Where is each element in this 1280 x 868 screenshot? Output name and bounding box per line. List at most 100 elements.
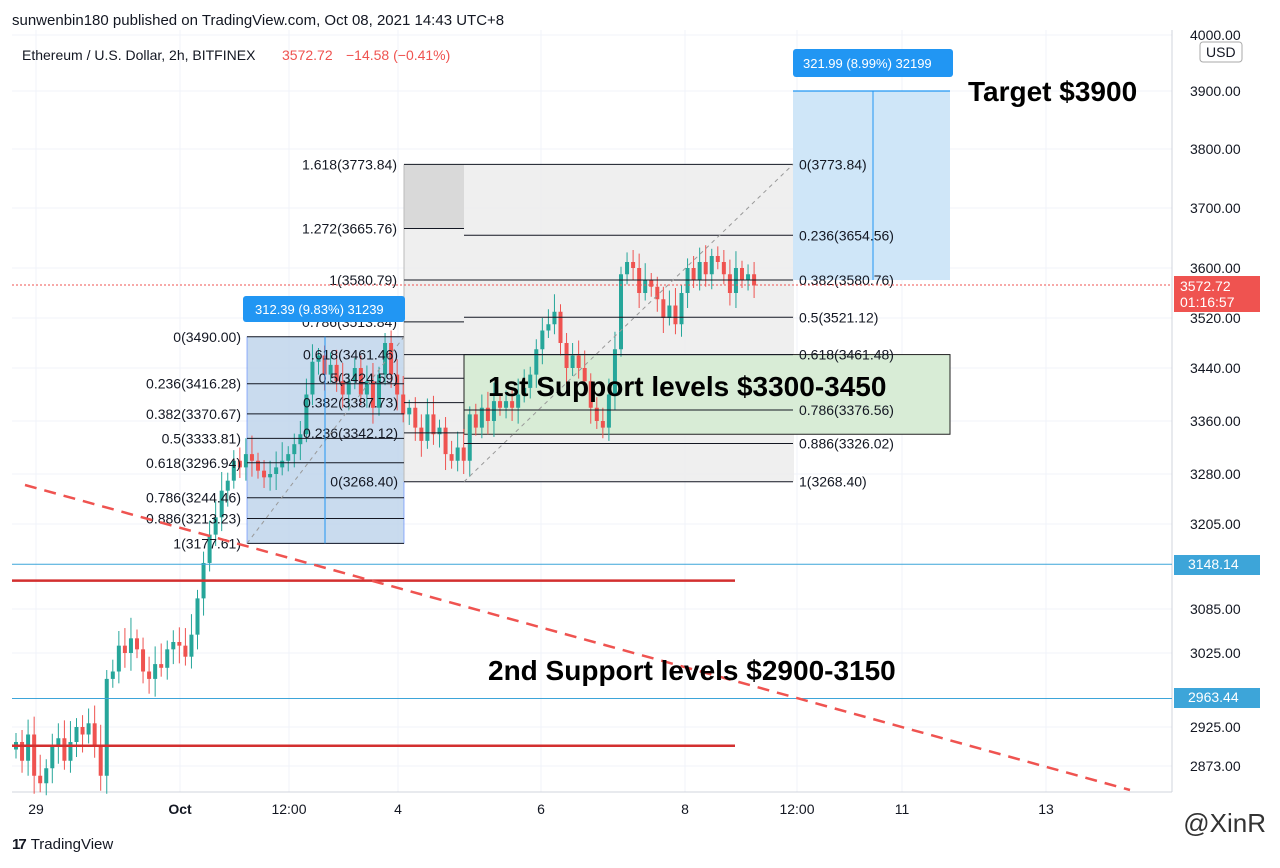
candle-body [709, 256, 714, 275]
candle-body [467, 414, 472, 461]
candle-body [600, 421, 605, 428]
x-tick-label: 13 [1038, 801, 1054, 817]
candle-body [177, 642, 182, 646]
measure1-label: 312.39 (9.83%) 31239 [255, 302, 384, 317]
candle-body [449, 454, 454, 461]
candle-body [455, 447, 460, 461]
candle-body [721, 262, 726, 275]
candle-body [401, 394, 406, 415]
candle-body [237, 460, 242, 468]
support1-annotation: 1st Support levels $3300-3450 [488, 371, 886, 402]
candle-body [128, 638, 133, 653]
candle-body [383, 343, 388, 375]
candle-body [74, 727, 79, 742]
brand-name: TradingView [30, 836, 114, 853]
candle-body [86, 723, 91, 735]
candle-body [352, 368, 357, 382]
overlay-lines [12, 90, 1172, 792]
candle-body [364, 381, 369, 395]
candle-body [546, 324, 551, 331]
candle-body [165, 649, 170, 668]
candle-body [631, 262, 636, 268]
fib-right-label: 0.382(3580.76) [799, 272, 894, 288]
candle-body [491, 401, 496, 421]
candle-body [619, 274, 623, 350]
fib-right-label: 0.236(3654.56) [799, 227, 894, 243]
change-header: −14.58 (−0.41%) [346, 47, 450, 63]
target-zone [793, 91, 950, 281]
candle-body [249, 454, 254, 461]
countdown-tag: 01:16:57 [1180, 294, 1235, 310]
candle-body [703, 262, 708, 275]
fib-right-label: 0.5(3521.12) [799, 309, 878, 325]
publish-info: sunwenbin180 published on TradingView.co… [12, 12, 505, 29]
candle-body [395, 374, 400, 395]
fib-mid-label: 0.5(3424.59) [319, 370, 398, 386]
candle-body [661, 299, 666, 318]
candle-body [377, 374, 381, 408]
fib-left-label: 1(3580.79) [329, 272, 397, 288]
currency-box[interactable] [1199, 41, 1243, 63]
fib-small-label: 0.886(3213.23) [146, 511, 241, 527]
y-tick-label: 3520.00 [1190, 310, 1241, 326]
candle-body [274, 467, 279, 474]
candle-body [116, 645, 121, 672]
x-tick-label: 12:00 [779, 801, 814, 817]
y-tick-label: 3700.00 [1190, 200, 1241, 216]
candle-body [268, 474, 273, 478]
candle-body [50, 745, 55, 769]
candle-body [534, 349, 539, 375]
candle-body [213, 517, 218, 535]
fib-right-label: 1(3268.40) [799, 474, 867, 490]
candle-body [612, 349, 617, 395]
candle-body [570, 355, 575, 368]
candle-body [437, 427, 442, 435]
candle-body [225, 480, 230, 491]
candle-body [606, 394, 611, 428]
candle-body [485, 407, 490, 421]
candle-body [552, 311, 557, 325]
descending-trendline [24, 483, 1131, 792]
candle-body [256, 460, 260, 471]
fib-right-label: 0.886(3326.02) [799, 436, 894, 452]
fib-mid-label: 0.382(3387.73) [303, 395, 398, 411]
candle-body [715, 256, 720, 262]
y-tick-label: 2873.00 [1190, 758, 1241, 774]
y-tick-label: 3800.00 [1190, 141, 1241, 157]
candle-body [498, 401, 502, 408]
fib-mid-label: 0(3268.40) [330, 474, 398, 490]
candle-body [419, 427, 424, 441]
candle-body [504, 401, 509, 408]
candle-body [673, 305, 678, 325]
candlestick-series [14, 245, 757, 796]
x-tick-label: 12:00 [271, 801, 306, 817]
y-tick-label: 2925.00 [1190, 719, 1241, 735]
candle-body [522, 387, 527, 395]
candle-body [727, 274, 732, 293]
target-annotation: Target $3900 [968, 76, 1137, 107]
candle-body [334, 364, 339, 382]
candle-body [746, 274, 751, 281]
y-tick-label: 4000.00 [1190, 27, 1241, 43]
symbol-title: Ethereum / U.S. Dollar, 2h, BITFINEX [22, 47, 256, 63]
candle-body [171, 642, 176, 650]
fib-zone-dark [404, 164, 464, 229]
fib-right-label: 0.786(3376.56) [799, 402, 894, 418]
candle-body [413, 407, 418, 428]
candle-body [588, 381, 593, 408]
fib-small-label: 0.786(3244.46) [146, 490, 241, 506]
candle-body [316, 355, 321, 362]
watermark: @XinR [1183, 808, 1266, 838]
candle-body [286, 454, 291, 461]
candle-body [195, 598, 200, 635]
candle-body [219, 490, 224, 518]
candle-body [110, 671, 115, 679]
candle-body [425, 414, 430, 441]
candle-body [643, 280, 648, 293]
x-tick-label: Oct [168, 801, 192, 817]
last-price-header: 3572.72 [282, 47, 333, 63]
candle-body [625, 262, 630, 275]
candle-body [44, 768, 49, 784]
tradingview-logo[interactable]: 17 TradingView [12, 836, 113, 853]
